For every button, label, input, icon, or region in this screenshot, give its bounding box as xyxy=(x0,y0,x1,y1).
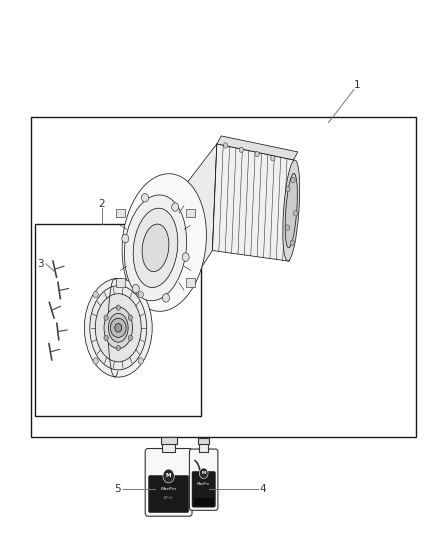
Ellipse shape xyxy=(142,224,169,272)
Circle shape xyxy=(271,156,275,161)
Circle shape xyxy=(138,292,144,298)
Circle shape xyxy=(110,318,126,337)
Circle shape xyxy=(285,225,290,230)
Text: M: M xyxy=(201,471,206,475)
Text: MaxPro: MaxPro xyxy=(197,482,210,486)
Bar xyxy=(31,117,416,437)
Bar xyxy=(199,442,208,452)
Text: ATF+4: ATF+4 xyxy=(164,496,173,500)
Circle shape xyxy=(172,203,179,211)
Circle shape xyxy=(286,186,290,191)
Text: 3: 3 xyxy=(37,259,44,269)
Circle shape xyxy=(199,468,208,479)
Ellipse shape xyxy=(133,208,178,287)
Circle shape xyxy=(182,253,189,261)
Circle shape xyxy=(163,469,174,483)
FancyBboxPatch shape xyxy=(189,449,218,511)
Bar xyxy=(116,278,125,287)
Circle shape xyxy=(115,324,122,332)
Ellipse shape xyxy=(104,307,132,349)
Polygon shape xyxy=(186,144,217,290)
Circle shape xyxy=(132,285,139,293)
FancyBboxPatch shape xyxy=(149,475,189,513)
Circle shape xyxy=(93,358,98,364)
FancyBboxPatch shape xyxy=(192,472,215,507)
Circle shape xyxy=(239,147,244,152)
Polygon shape xyxy=(217,136,298,160)
Polygon shape xyxy=(212,144,293,261)
Bar xyxy=(198,438,209,443)
Bar xyxy=(186,278,195,287)
Circle shape xyxy=(290,240,294,245)
Ellipse shape xyxy=(90,286,147,370)
Circle shape xyxy=(122,235,129,243)
Ellipse shape xyxy=(84,278,152,377)
Circle shape xyxy=(223,143,228,148)
Bar xyxy=(194,498,213,505)
Text: 2: 2 xyxy=(98,199,105,208)
Text: 1: 1 xyxy=(353,80,360,90)
Circle shape xyxy=(116,345,120,351)
Bar xyxy=(186,209,195,217)
Bar xyxy=(116,209,125,217)
Circle shape xyxy=(293,211,298,216)
Circle shape xyxy=(104,335,108,341)
Ellipse shape xyxy=(283,160,300,261)
Ellipse shape xyxy=(285,173,297,248)
Ellipse shape xyxy=(95,294,141,362)
Bar xyxy=(162,442,175,452)
Text: 4: 4 xyxy=(259,484,266,494)
Ellipse shape xyxy=(109,313,128,342)
Text: M: M xyxy=(166,473,171,479)
Circle shape xyxy=(162,294,170,302)
Circle shape xyxy=(128,315,133,320)
Circle shape xyxy=(128,335,133,341)
Text: 5: 5 xyxy=(114,484,121,494)
Bar xyxy=(161,437,177,443)
Circle shape xyxy=(291,177,295,183)
Circle shape xyxy=(104,315,108,320)
Text: MaxPro: MaxPro xyxy=(161,487,177,491)
Ellipse shape xyxy=(124,195,187,301)
Circle shape xyxy=(116,305,120,310)
Bar xyxy=(35,224,201,416)
Circle shape xyxy=(138,358,144,364)
Ellipse shape xyxy=(122,174,206,311)
Circle shape xyxy=(93,292,98,298)
FancyBboxPatch shape xyxy=(145,449,192,516)
Circle shape xyxy=(255,151,259,157)
Circle shape xyxy=(141,193,148,202)
